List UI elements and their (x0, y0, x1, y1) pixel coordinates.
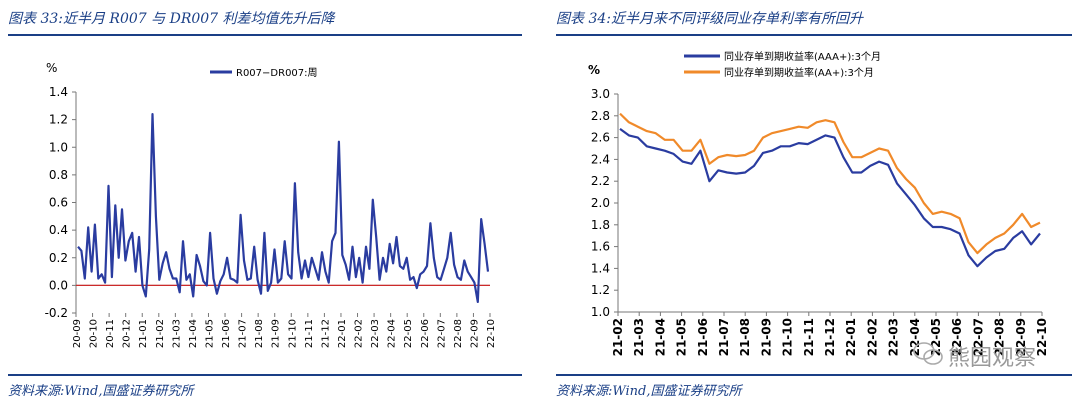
right-y-tick-label: 2.4 (591, 152, 610, 166)
right-legend-label-aaa-plus: 同业存单到期收益率(AAA+):3个月 (724, 50, 881, 63)
left-chart-title: 图表 33:近半月 R007 与 DR007 利差均值先升后降 (8, 11, 335, 27)
right-source-note: 资料来源:Wind,国盛证券研究所 (556, 384, 742, 399)
left-y-tick-label: 0.4 (49, 223, 68, 237)
left-x-tick-label: 21-12 (320, 319, 331, 348)
left-y-tick-label: 0.8 (49, 168, 68, 182)
wechat-icon (913, 342, 943, 365)
left-y-tick-label: 1.0 (49, 140, 68, 154)
right-source-rule (556, 374, 1072, 376)
right-x-ticks: 21-02 21-03 21-04 21-05 21-06 21-07 21-08 21-09… (611, 312, 1049, 356)
left-chart-panel: 图表 33:近半月 R007 与 DR007 利差均值先升后降 % 1.4 1.2… (0, 0, 530, 401)
right-y-tick-label: 1.2 (591, 283, 610, 297)
left-series-line-r007-dr007 (77, 112, 490, 303)
right-x-tick-label: 22-03 (887, 318, 901, 356)
left-x-tick-label: 21-06 (221, 319, 232, 348)
left-x-tick-label: 21-07 (238, 319, 249, 348)
right-y-tick-label: 2.2 (591, 174, 610, 188)
left-x-tick-label: 22-10 (486, 319, 497, 348)
left-x-tick-label: 21-09 (271, 319, 282, 348)
watermark-text: 熊园观察 (948, 346, 1037, 371)
right-x-tick-label: 21-04 (653, 318, 667, 356)
left-x-tick-label: 22-02 (354, 319, 365, 348)
right-legend: 同业存单到期收益率(AAA+):3个月 同业存单到期收益率(AA+):3个月 (684, 50, 881, 79)
right-y-tick-label: 1.6 (591, 240, 610, 254)
left-source-rule (8, 374, 522, 376)
right-y-tick-label: 2.6 (591, 131, 610, 145)
right-y-tick-label: 1.0 (591, 305, 610, 319)
right-chart-panel: 图表 34:近半月来不同评级同业存单利率有所回升 % 3.0 2.8 2.6 2.4 2… (548, 0, 1080, 401)
left-y-tick-label: 1.4 (49, 85, 68, 99)
left-y-tick-label: 0.0 (49, 278, 68, 292)
right-x-tick-label: 22-07 (971, 318, 985, 356)
left-y-tick-label: 1.2 (49, 113, 68, 127)
right-y-tick-label: 3.0 (591, 87, 610, 101)
right-x-tick-label: 21-11 (802, 318, 816, 356)
right-x-tick-label: 21-03 (632, 318, 646, 356)
right-x-tick-label: 21-02 (611, 318, 625, 356)
left-x-tick-label: 21-11 (304, 319, 315, 348)
left-x-tick-label: 22-01 (337, 319, 348, 348)
left-x-tick-label: 20-09 (72, 319, 83, 348)
left-title-rule (8, 34, 522, 36)
left-y-tick-label: 0.2 (49, 251, 68, 265)
left-x-tick-label: 21-02 (155, 319, 166, 348)
watermark: 熊园观察 (912, 336, 1072, 371)
right-x-tick-label: 21-07 (717, 318, 731, 356)
right-x-tick-label: 22-09 (1014, 318, 1028, 356)
right-chart-title: 图表 34:近半月来不同评级同业存单利率有所回升 (556, 11, 863, 27)
right-x-tick-label: 21-09 (759, 318, 773, 356)
left-chart: % 1.4 1.2 1.0 0.8 0.6 0.4 0.2 0.0 -0.2 20-09 20-1… (45, 61, 497, 348)
left-x-tick-label: 20-12 (122, 319, 133, 348)
left-x-tick-label: 22-06 (420, 319, 431, 348)
left-x-tick-label: 22-03 (370, 319, 381, 348)
left-y-unit-label: % (46, 61, 57, 75)
right-x-tick-label: 22-06 (950, 318, 964, 356)
right-chart: % 3.0 2.8 2.6 2.4 2.2 2.0 1.8 1.6 1.4 1.2 1.0 21-0… (588, 50, 1049, 356)
right-title-rule (556, 34, 1072, 36)
left-x-tick-label: 21-10 (287, 319, 298, 348)
right-y-tick-label: 2.8 (591, 109, 610, 123)
right-x-tick-label: 22-01 (844, 318, 858, 356)
right-y-tick-label: 2.0 (591, 196, 610, 210)
left-x-tick-label: 22-07 (436, 319, 447, 348)
right-legend-label-aa-plus: 同业存单到期收益率(AA+):3个月 (724, 66, 874, 79)
left-x-tick-label: 21-01 (138, 319, 149, 348)
left-x-tick-label: 22-04 (387, 319, 398, 348)
left-source-note: 资料来源:Wind,国盛证券研究所 (8, 384, 194, 399)
left-x-tick-label: 22-05 (403, 319, 414, 348)
left-y-tick-label: 0.6 (49, 196, 68, 210)
right-x-tick-label: 22-10 (1035, 318, 1049, 356)
right-y-tick-label: 1.4 (591, 261, 610, 275)
right-x-tick-label: 22-08 (993, 318, 1007, 356)
left-x-ticks: 20-09 20-10 20-11 20-12 21-01 21-02 21-03 21-04… (72, 313, 497, 348)
right-x-tick-label: 21-08 (738, 318, 752, 356)
left-x-tick-label: 21-03 (171, 319, 182, 348)
left-x-tick-label: 20-10 (89, 319, 100, 348)
right-series-line-aaa-plus (619, 128, 1041, 268)
right-y-unit-label: % (588, 63, 600, 77)
right-x-tick-label: 21-12 (823, 318, 837, 356)
left-x-tick-label: 20-11 (105, 319, 116, 348)
left-y-ticks: 1.4 1.2 1.0 0.8 0.6 0.4 0.2 0.0 -0.2 (45, 85, 76, 320)
left-x-tick-label: 21-04 (188, 319, 199, 348)
left-legend-label: R007−DR007:周 (236, 67, 318, 79)
right-x-tick-label: 21-05 (675, 318, 689, 356)
left-y-tick-label: -0.2 (45, 306, 68, 320)
right-series-line-aa-plus (619, 112, 1041, 255)
left-legend: R007−DR007:周 (210, 67, 318, 79)
right-x-tick-label: 22-04 (908, 318, 922, 356)
right-x-tick-label: 22-02 (865, 318, 879, 356)
left-x-tick-label: 22-09 (469, 319, 480, 348)
right-x-tick-label: 21-10 (781, 318, 795, 356)
left-x-tick-label: 22-08 (453, 319, 464, 348)
left-x-tick-label: 21-05 (204, 319, 215, 348)
right-y-ticks: 3.0 2.8 2.6 2.4 2.2 2.0 1.8 1.6 1.4 1.2 1.0 (591, 87, 618, 319)
right-x-tick-label: 21-06 (696, 318, 710, 356)
left-x-tick-label: 21-08 (254, 319, 265, 348)
right-y-tick-label: 1.8 (591, 218, 610, 232)
